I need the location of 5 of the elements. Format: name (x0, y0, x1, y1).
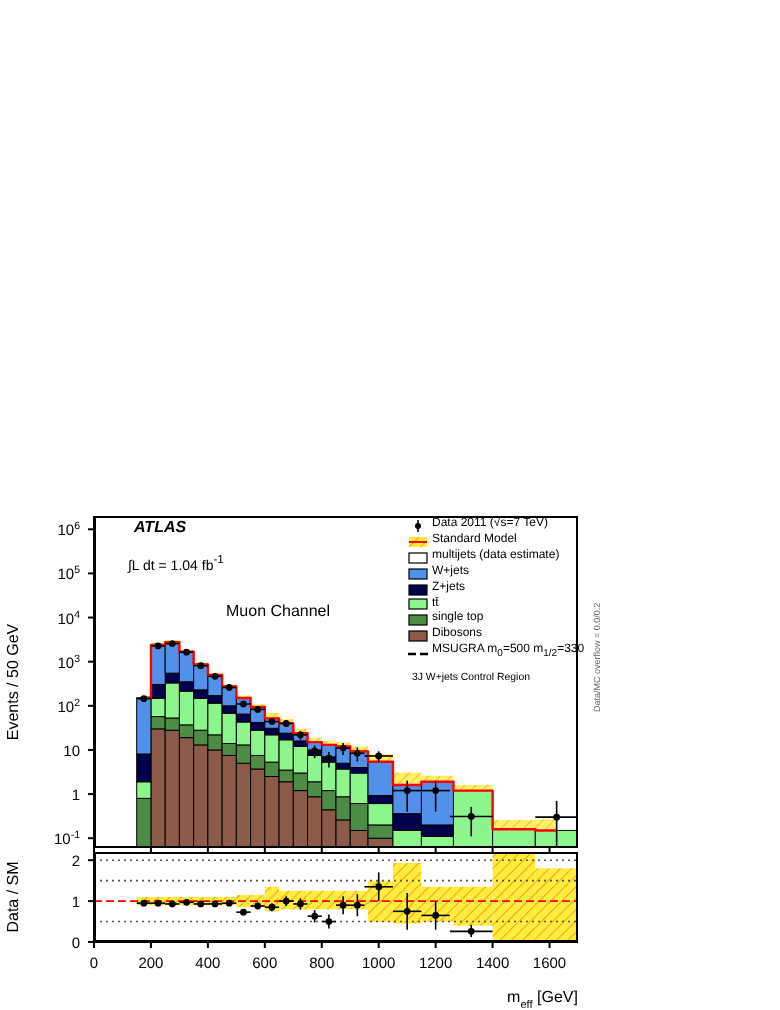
annotation: ATLAS (134, 518, 187, 536)
y-axis-title: Events / 50 GeV (4, 622, 22, 741)
x-axis-title: m$_{eff}$ [GeV] (507, 988, 578, 1010)
annotation: Muon Channel (226, 602, 331, 620)
y-axis-title: Data / SM (4, 860, 22, 933)
